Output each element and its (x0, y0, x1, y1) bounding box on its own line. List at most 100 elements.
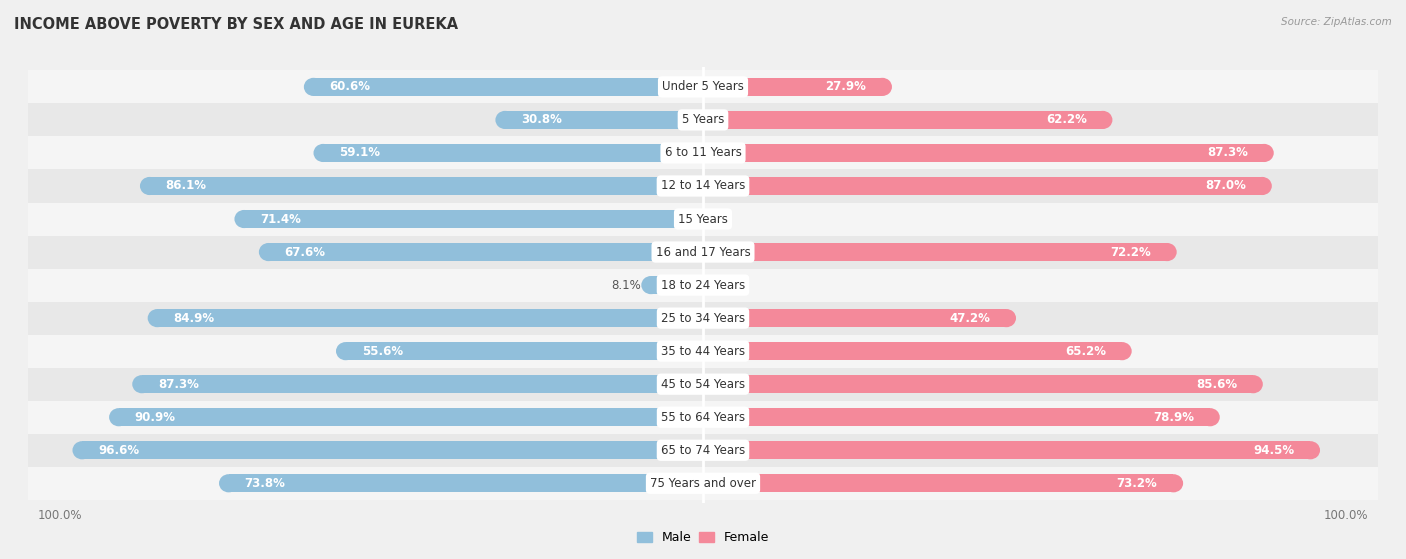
Ellipse shape (693, 309, 713, 327)
Text: 87.0%: 87.0% (1205, 179, 1246, 192)
Ellipse shape (693, 441, 713, 459)
Bar (314, 78, 703, 96)
Bar (703, 375, 1253, 394)
Text: 12 to 14 Years: 12 to 14 Years (661, 179, 745, 192)
Ellipse shape (693, 342, 713, 360)
Ellipse shape (873, 78, 891, 96)
Text: 55.6%: 55.6% (361, 345, 404, 358)
Bar (703, 243, 1167, 261)
Bar (28, 302, 1378, 335)
Ellipse shape (693, 78, 713, 96)
Ellipse shape (693, 474, 713, 492)
Ellipse shape (110, 408, 128, 427)
Text: 8.1%: 8.1% (612, 278, 641, 292)
Text: 75 Years and over: 75 Years and over (650, 477, 756, 490)
Text: 65 to 74 Years: 65 to 74 Years (661, 444, 745, 457)
Bar (82, 441, 703, 459)
Bar (118, 408, 703, 427)
Bar (703, 309, 1007, 327)
Ellipse shape (693, 342, 713, 360)
Text: 84.9%: 84.9% (173, 311, 215, 325)
Bar (28, 169, 1378, 202)
Text: 15 Years: 15 Years (678, 212, 728, 225)
Ellipse shape (693, 408, 713, 427)
Ellipse shape (1201, 408, 1220, 427)
Bar (28, 70, 1378, 103)
Bar (28, 103, 1378, 136)
Ellipse shape (641, 276, 661, 294)
Ellipse shape (259, 243, 278, 261)
Text: 16 and 17 Years: 16 and 17 Years (655, 245, 751, 259)
Ellipse shape (693, 243, 713, 261)
Ellipse shape (693, 276, 713, 294)
Text: 25 to 34 Years: 25 to 34 Years (661, 311, 745, 325)
Bar (651, 276, 703, 294)
Ellipse shape (73, 441, 91, 459)
Bar (157, 309, 703, 327)
Bar (142, 375, 703, 394)
Bar (28, 434, 1378, 467)
Bar (28, 467, 1378, 500)
Ellipse shape (693, 309, 713, 327)
Bar (245, 210, 703, 228)
Bar (28, 401, 1378, 434)
Ellipse shape (693, 441, 713, 459)
Ellipse shape (219, 474, 238, 492)
Text: 5 Years: 5 Years (682, 113, 724, 126)
Bar (28, 368, 1378, 401)
Bar (703, 342, 1122, 360)
Bar (703, 408, 1211, 427)
Ellipse shape (693, 111, 713, 129)
Ellipse shape (997, 309, 1017, 327)
Ellipse shape (1301, 441, 1320, 459)
Bar (703, 144, 1264, 162)
Text: Source: ZipAtlas.com: Source: ZipAtlas.com (1281, 17, 1392, 27)
Legend: Male, Female: Male, Female (631, 526, 775, 549)
Ellipse shape (148, 309, 167, 327)
Bar (269, 243, 703, 261)
Text: 71.4%: 71.4% (260, 212, 301, 225)
Ellipse shape (693, 474, 713, 492)
Ellipse shape (1092, 111, 1112, 129)
Ellipse shape (1112, 342, 1132, 360)
Text: 62.2%: 62.2% (1046, 113, 1087, 126)
Ellipse shape (235, 210, 253, 228)
Bar (28, 136, 1378, 169)
Ellipse shape (693, 111, 713, 129)
Text: 87.3%: 87.3% (1208, 146, 1249, 159)
Text: 47.2%: 47.2% (949, 311, 990, 325)
Text: 60.6%: 60.6% (329, 80, 371, 93)
Text: 73.2%: 73.2% (1116, 477, 1157, 490)
Text: 35 to 44 Years: 35 to 44 Years (661, 345, 745, 358)
Ellipse shape (693, 408, 713, 427)
Text: 27.9%: 27.9% (825, 80, 866, 93)
Text: 67.6%: 67.6% (284, 245, 326, 259)
Ellipse shape (314, 144, 333, 162)
Bar (346, 342, 703, 360)
Bar (28, 335, 1378, 368)
Ellipse shape (693, 177, 713, 195)
Text: 18 to 24 Years: 18 to 24 Years (661, 278, 745, 292)
Ellipse shape (693, 177, 713, 195)
Ellipse shape (304, 78, 323, 96)
Ellipse shape (336, 342, 356, 360)
Ellipse shape (495, 111, 515, 129)
Bar (149, 177, 703, 195)
Text: 30.8%: 30.8% (522, 113, 562, 126)
Text: 59.1%: 59.1% (339, 146, 380, 159)
Ellipse shape (693, 210, 713, 228)
Bar (323, 144, 703, 162)
Text: 65.2%: 65.2% (1064, 345, 1107, 358)
Bar (703, 177, 1263, 195)
Text: 94.5%: 94.5% (1253, 444, 1295, 457)
Text: 72.2%: 72.2% (1111, 245, 1152, 259)
Bar (505, 111, 703, 129)
Ellipse shape (1164, 474, 1182, 492)
Bar (28, 202, 1378, 235)
Text: 96.6%: 96.6% (98, 444, 139, 457)
Bar (229, 474, 703, 492)
Ellipse shape (1254, 144, 1274, 162)
Ellipse shape (693, 78, 713, 96)
Ellipse shape (1253, 177, 1272, 195)
Ellipse shape (693, 375, 713, 394)
